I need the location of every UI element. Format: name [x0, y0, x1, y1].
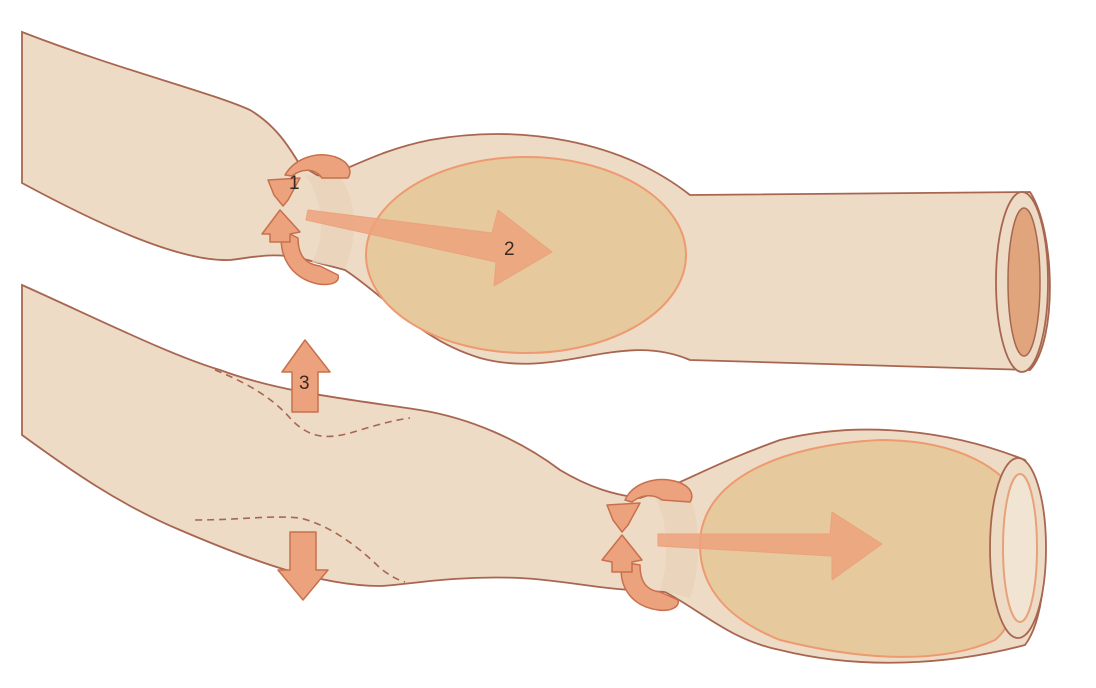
lower-tube-opening-inner — [1003, 474, 1037, 622]
step-label-2: 2 — [504, 239, 515, 260]
upper-tube-opening-inner — [1008, 208, 1040, 356]
step-label-1: 1 — [289, 173, 300, 194]
ring-band-upper — [625, 480, 692, 502]
upper-tube — [22, 32, 1050, 372]
step-label-3: 3 — [299, 373, 310, 394]
